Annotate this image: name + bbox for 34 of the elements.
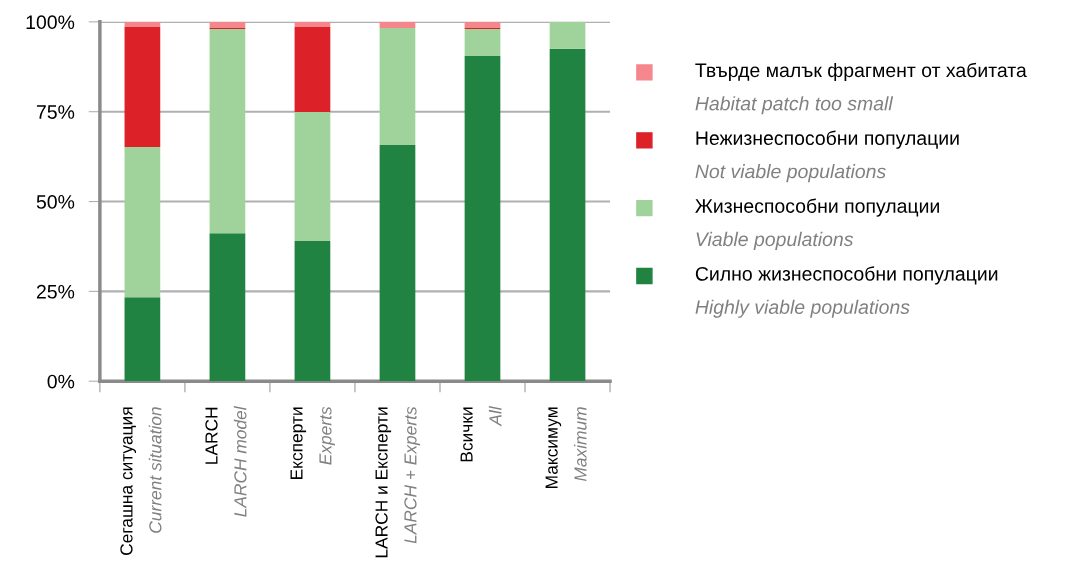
bar bbox=[294, 26, 331, 113]
bar bbox=[379, 21, 416, 28]
y-tick-label: 50% bbox=[36, 195, 75, 209]
y-tick-label: 75% bbox=[36, 105, 75, 119]
x-tick-label: Сегашна ситуация Current situation bbox=[120, 407, 162, 555]
bar bbox=[124, 26, 161, 147]
legend-label: Твърде малък фрагмент от хабитата Habitat patch too small bbox=[695, 62, 1027, 115]
x-tick-label: LARCH LARCH model bbox=[205, 405, 247, 517]
y-tick-label: 100% bbox=[26, 15, 75, 30]
bar bbox=[294, 112, 331, 242]
bar bbox=[209, 29, 246, 234]
y-tick-label: 0% bbox=[47, 374, 75, 389]
legend-label: Силно жизнеспособни популации Highly viable populations bbox=[695, 266, 998, 318]
bar bbox=[294, 241, 331, 382]
x-tick-label: Максимум Maximum bbox=[545, 407, 587, 488]
x-tick-label: Всички All bbox=[460, 405, 502, 462]
bar bbox=[209, 233, 246, 382]
bar bbox=[464, 55, 501, 382]
bar bbox=[549, 48, 586, 382]
bar bbox=[124, 146, 161, 298]
bar bbox=[464, 21, 501, 28]
bar bbox=[464, 29, 501, 56]
x-tick-label: Експерти Experts bbox=[290, 406, 335, 479]
bar bbox=[209, 21, 246, 28]
legend-label: Нежизнеспособни популации Not viable populations bbox=[695, 130, 959, 183]
bar bbox=[549, 21, 586, 49]
y-tick-label: 25% bbox=[36, 284, 75, 299]
bar bbox=[379, 27, 416, 146]
bar bbox=[379, 145, 416, 382]
x-tick-label: LARCH и Експерти LARCH + Experts bbox=[375, 406, 421, 558]
bar bbox=[124, 297, 161, 382]
legend-label: Жизнеспособни популации Viable populations bbox=[695, 198, 939, 250]
bar bbox=[124, 21, 161, 27]
bar bbox=[294, 21, 331, 27]
